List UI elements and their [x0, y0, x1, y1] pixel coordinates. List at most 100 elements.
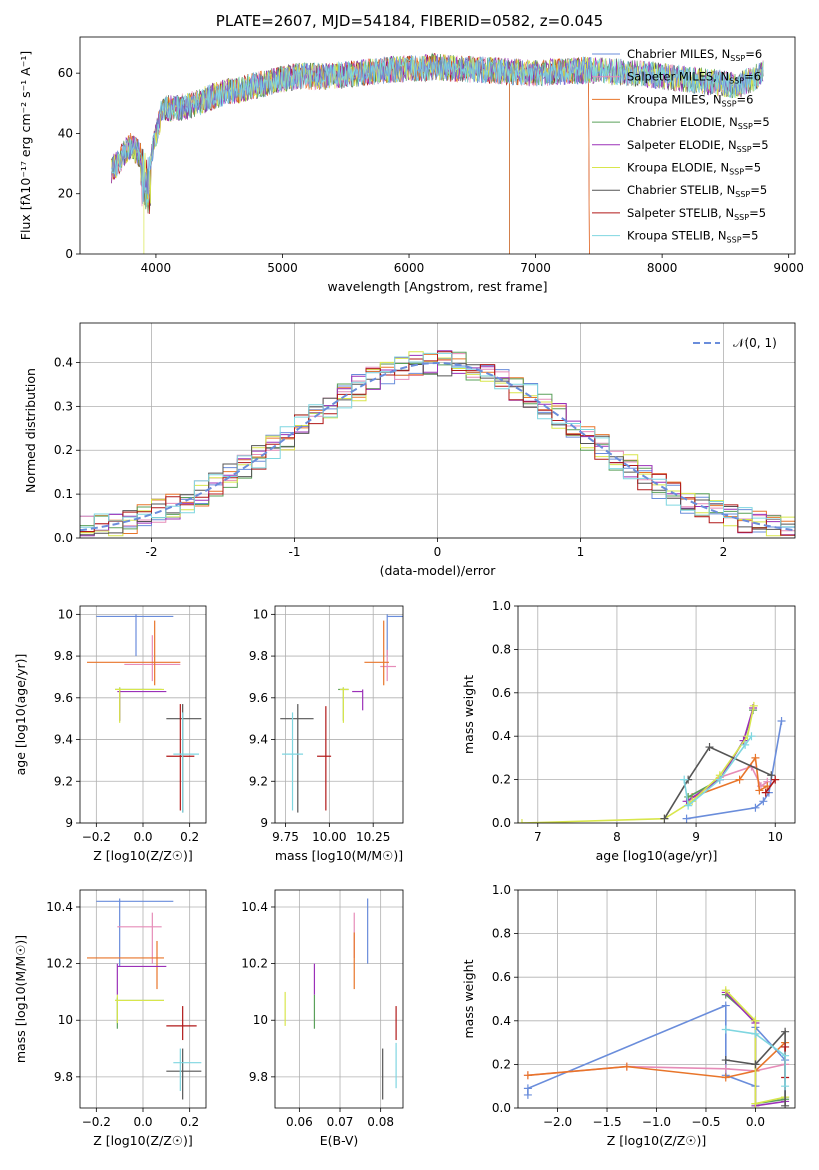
- x-tick-label: 6000: [394, 261, 425, 275]
- spectrum-series-5: [111, 54, 764, 254]
- weight-series-7: [765, 779, 776, 794]
- y-tick-label: 0.4: [492, 729, 511, 743]
- y-axis-label: Flux [fλ10⁻¹⁷ erg cm⁻² s⁻¹ A⁻¹]: [18, 51, 33, 240]
- weight-point: [747, 732, 756, 741]
- y-tick-label: 40: [58, 126, 73, 140]
- y-tick-label: 10: [58, 607, 73, 621]
- grid: [80, 606, 206, 824]
- y-axis-label: mass [log10(M/M☉)]: [13, 935, 28, 1063]
- legend-subscript: SSP: [727, 236, 742, 245]
- x-tick-label: 9000: [773, 261, 804, 275]
- spectrum-series-0: [111, 54, 764, 202]
- y-tick-label: 0.0: [54, 531, 73, 545]
- y-tick-label: 9.8: [249, 1070, 268, 1084]
- axes-frame: [517, 889, 796, 1109]
- x-tick-label: -1: [289, 545, 301, 559]
- weight-point: [680, 775, 689, 784]
- legend-entry: Salpeter ELODIE, NSSP=5: [627, 138, 769, 154]
- y-tick-label: 0.2: [492, 773, 511, 787]
- x-tick-label: −2.0: [543, 1115, 572, 1129]
- x-tick-label: 8: [613, 830, 621, 844]
- x-tick-label: 0.07: [327, 1115, 354, 1129]
- plot-area: [518, 701, 786, 823]
- x-tick-label: 0.0: [746, 1115, 765, 1129]
- weight-series-0: [527, 1004, 786, 1098]
- y-tick-label: 0.0: [492, 816, 511, 830]
- x-axis-label: mass [log10(M/M☉)]: [275, 848, 403, 863]
- weight-point: [735, 775, 744, 784]
- x-axis-label: (data-model)/error: [380, 563, 497, 578]
- weight-point: [771, 775, 780, 784]
- legend-entry: Chabrier MILES, NSSP=6: [627, 47, 762, 63]
- plot-area: [280, 614, 403, 813]
- x-axis-label: age [log10(age/yr)]: [596, 848, 718, 863]
- legend-value: =5: [752, 138, 769, 152]
- weight-point: [751, 1060, 760, 1069]
- weight-point: [759, 797, 768, 806]
- y-tick-label: 0.1: [54, 487, 73, 501]
- x-tick-label: 9.75: [272, 830, 299, 844]
- x-tick-label: −0.5: [691, 1115, 720, 1129]
- weight-point: [523, 1084, 532, 1093]
- y-tick-label: 20: [58, 187, 73, 201]
- legend-value: =6: [744, 70, 761, 84]
- legend-value: =6: [737, 92, 754, 106]
- normal-curve: [80, 361, 795, 532]
- x-tick-label: 0.2: [180, 830, 199, 844]
- legend-entry: Salpeter MILES, NSSP=6: [627, 70, 761, 86]
- y-tick-label: 9.4: [249, 733, 268, 747]
- weight-series-5: [521, 705, 755, 823]
- y-tick-label: 9: [260, 816, 268, 830]
- spectrum-legend: Chabrier MILES, NSSP=6 Salpeter MILES, NS…: [592, 47, 770, 245]
- axes-frame: [517, 605, 796, 824]
- legend-subscript: SSP: [729, 168, 744, 177]
- weight-point: [781, 1027, 790, 1036]
- axes-frame: [79, 605, 207, 824]
- weight-point: [684, 801, 693, 810]
- x-axis-label: Z [log10(Z/Z☉)]: [93, 1133, 193, 1148]
- legend-entry: Chabrier STELIB, NSSP=5: [627, 183, 767, 199]
- y-tick-label: 1.0: [492, 883, 511, 897]
- y-tick-label: 10.2: [241, 957, 268, 971]
- legend-value: =6: [745, 47, 762, 61]
- plot-area: [87, 898, 202, 1100]
- y-tick-label: 0.8: [492, 642, 511, 656]
- y-tick-label: 9.6: [249, 691, 268, 705]
- histogram-series-8: [80, 352, 795, 528]
- weight-point: [721, 986, 730, 995]
- weight-point: [751, 1029, 760, 1038]
- x-tick-label: 0.08: [367, 1115, 394, 1129]
- legend-subscript: SSP: [729, 77, 744, 86]
- y-tick-label: 9.6: [54, 691, 73, 705]
- y-tick-label: 0.2: [54, 443, 73, 457]
- weight-point: [761, 788, 770, 797]
- x-axis-label: Z [log10(Z/Z☉)]: [93, 848, 193, 863]
- axes-frame: [79, 36, 796, 255]
- x-tick-label: −1.0: [642, 1115, 671, 1129]
- weight-point: [715, 775, 724, 784]
- x-tick-label: 10: [768, 830, 783, 844]
- x-tick-label: −0.2: [82, 830, 111, 844]
- histogram-series-6: [80, 363, 795, 536]
- x-tick-label: 4000: [141, 261, 172, 275]
- weight-series-8: [725, 1028, 786, 1087]
- weight-series-0: [686, 720, 783, 820]
- y-tick-label: 1.0: [492, 599, 511, 613]
- axes-frame: [274, 605, 404, 824]
- weight-point: [688, 797, 697, 806]
- y-tick-label: 0.6: [492, 970, 511, 984]
- weight-point: [755, 786, 764, 795]
- legend-value: =5: [742, 229, 759, 243]
- y-tick-label: 0.6: [492, 686, 511, 700]
- x-tick-label: −0.2: [82, 1115, 111, 1129]
- x-tick-label: 2: [720, 545, 728, 559]
- y-tick-label: 9.8: [54, 1070, 73, 1084]
- y-tick-label: 9.4: [54, 733, 73, 747]
- x-tick-label: 9: [692, 830, 700, 844]
- legend-value: =5: [749, 206, 766, 220]
- plot-area: [111, 52, 764, 254]
- y-axis-label: Normed distribution: [23, 368, 38, 493]
- panel-mass_vs_ebv: 0.06 0.07 0.08 9.8 10 10.2 10.4 E(B-V): [241, 889, 404, 1148]
- grid: [80, 890, 206, 1108]
